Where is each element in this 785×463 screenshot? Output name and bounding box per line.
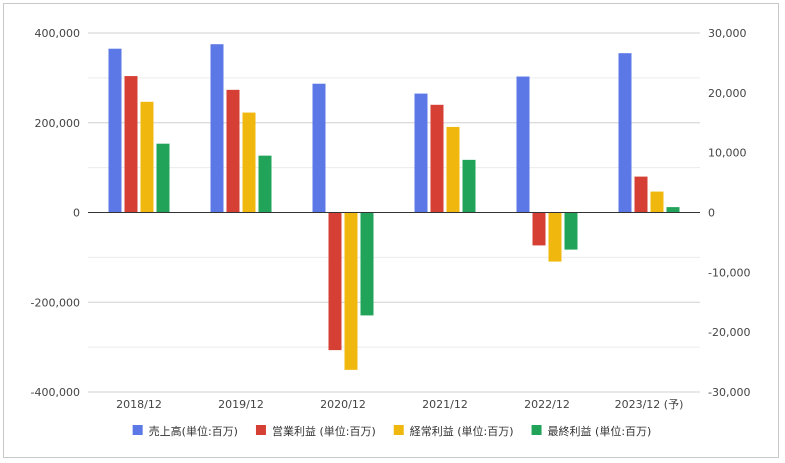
category-label: 2020/12 <box>320 398 366 411</box>
x-axis: 2018/12 2019/12 2020/12 2021/12 2022/12 2023/… <box>116 398 683 411</box>
legend-swatch-3 <box>393 425 404 435</box>
left-axis-tick-label: 0 <box>73 207 80 220</box>
left-axis-tick-label: 400,000 <box>35 27 81 40</box>
bar-4-6 <box>666 207 680 213</box>
bar-4-1 <box>156 143 170 213</box>
bar-3-5 <box>548 212 562 262</box>
right-axis-tick-label: -20,000 <box>708 326 750 339</box>
bar-1-4 <box>414 93 428 213</box>
bar-2-4 <box>430 104 444 213</box>
bar-1-2 <box>210 44 224 213</box>
right-axis: 30,000 20,000 10,000 0 -10,000 -20,000 -30,000 <box>708 27 750 399</box>
right-axis-tick-label: -30,000 <box>708 386 750 399</box>
bar-3-6 <box>650 191 664 213</box>
chart-container: 400,000 200,000 0 -200,000 -400,000 30,000 20… <box>3 3 779 458</box>
right-axis-tick-label: 20,000 <box>708 87 747 100</box>
category-label: 2023/12 (予) <box>615 398 684 411</box>
bar-chart: 400,000 200,000 0 -200,000 -400,000 30,000 20… <box>31 27 751 438</box>
bar-3-4 <box>446 126 460 213</box>
left-axis: 400,000 200,000 0 -200,000 -400,000 <box>31 27 80 399</box>
legend-label-2: 営業利益 (単位:百万) <box>272 424 376 438</box>
legend-swatch-2 <box>255 425 266 435</box>
left-axis-tick-label: 200,000 <box>35 117 81 130</box>
legend: 売上高(単位:百万) 営業利益 (単位:百万) 経常利益 (単位:百万) 最終利益 (… <box>132 424 652 438</box>
right-axis-tick-label: 10,000 <box>708 147 747 160</box>
bar-4-2 <box>258 155 272 213</box>
bar-2-5 <box>532 212 546 246</box>
bar-1-6 <box>618 53 632 213</box>
category-label: 2022/12 <box>524 398 570 411</box>
right-axis-tick-label: 0 <box>708 207 715 220</box>
bar-1-1 <box>108 48 122 213</box>
legend-label-4: 最終利益 (単位:百万) <box>548 424 652 438</box>
bar-4-3 <box>360 212 374 316</box>
legend-swatch-1 <box>132 425 143 435</box>
bar-2-2 <box>226 89 240 213</box>
bar-1-3 <box>312 83 326 213</box>
legend-label-1: 売上高(単位:百万) <box>149 424 238 438</box>
bar-2-6 <box>634 176 648 213</box>
bar-3-2 <box>242 112 256 213</box>
category-label: 2018/12 <box>116 398 162 411</box>
legend-label-3: 経常利益 (単位:百万) <box>410 424 514 438</box>
bar-3-1 <box>140 101 154 213</box>
bar-2-3 <box>328 212 342 351</box>
left-axis-tick-label: -200,000 <box>31 296 80 309</box>
bar-2-1 <box>124 76 138 213</box>
left-axis-tick-label: -400,000 <box>31 386 80 399</box>
right-axis-tick-label: -10,000 <box>708 266 750 279</box>
right-axis-tick-label: 30,000 <box>708 27 747 40</box>
bar-3-3 <box>344 212 358 370</box>
legend-swatch-4 <box>531 425 542 435</box>
bar-4-4 <box>462 159 476 213</box>
bars <box>88 44 700 370</box>
category-label: 2019/12 <box>218 398 264 411</box>
bar-4-5 <box>564 212 578 250</box>
bar-1-5 <box>516 76 530 213</box>
category-label: 2021/12 <box>422 398 468 411</box>
